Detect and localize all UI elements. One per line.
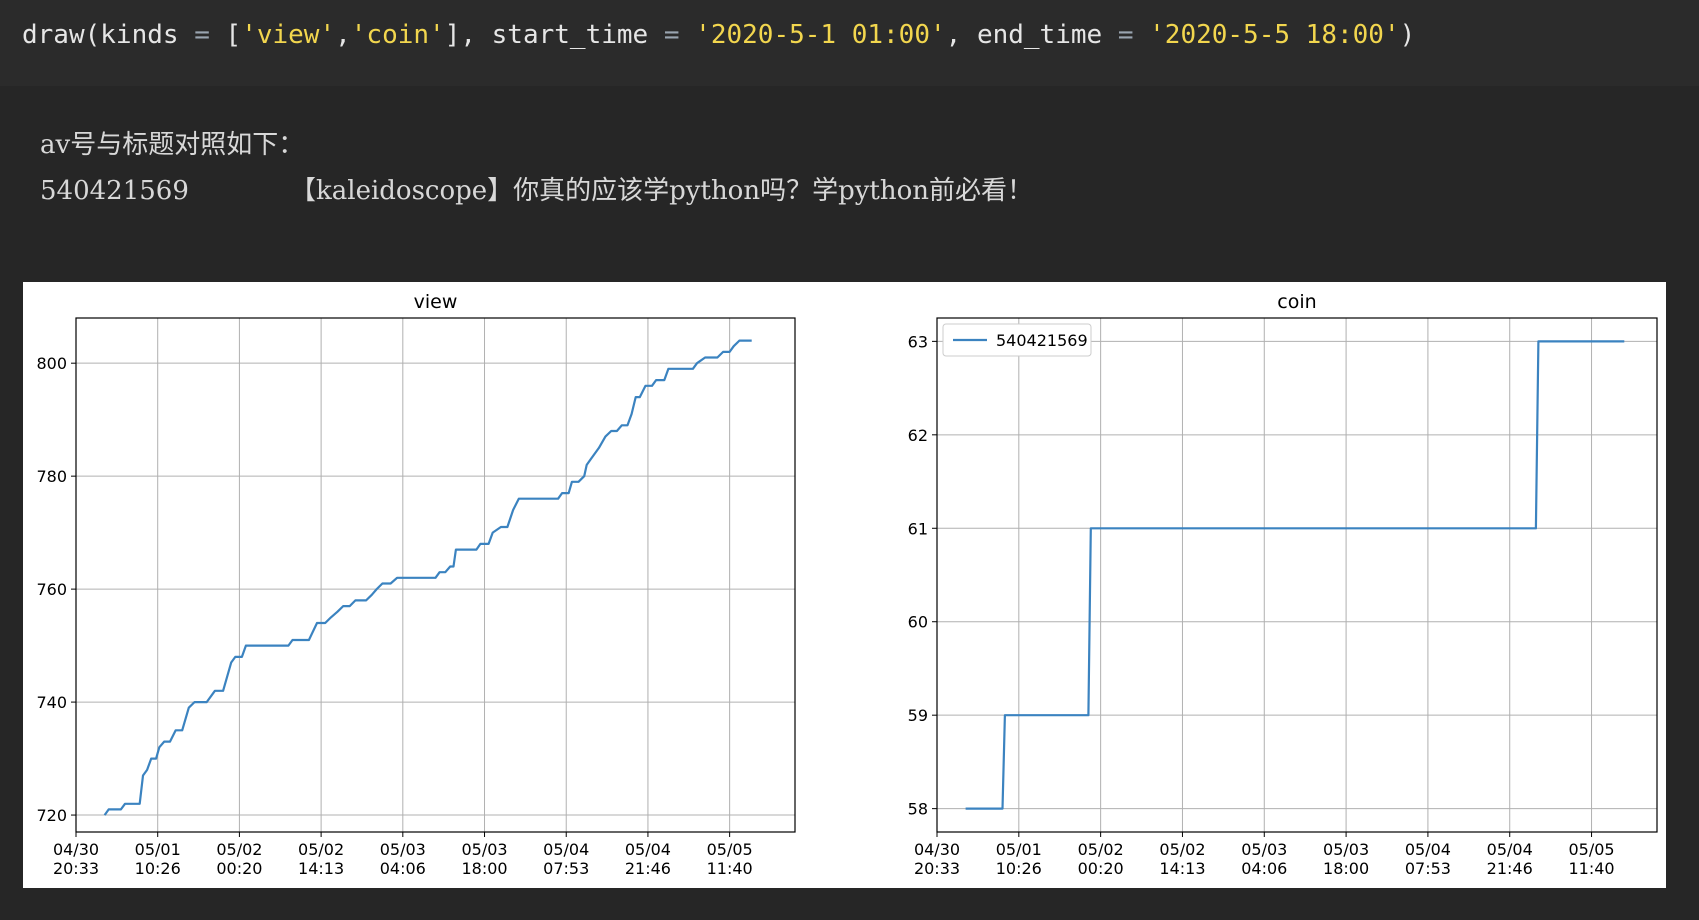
x-tick-label-line: 05/04 <box>625 840 671 859</box>
code-kind-view: 'view' <box>241 20 336 50</box>
x-tick-label-line: 05/01 <box>135 840 181 859</box>
y-tick-label: 62 <box>908 426 928 445</box>
y-tick-label: 760 <box>36 580 67 599</box>
x-tick-label: 04/30 20:33 <box>914 840 960 878</box>
x-tick-label-line: 05/03 <box>1241 840 1287 859</box>
x-tick-label: 05/04 21:46 <box>1487 840 1533 878</box>
y-tick-label: 61 <box>908 519 928 538</box>
code-end-kw: end_time <box>976 20 1103 50</box>
x-tick-label-line: 05/04 <box>1405 840 1451 859</box>
output-row: 540421569 【kaleidoscope】你真的应该学python吗？学py… <box>40 168 1033 214</box>
x-tick-label-line: 05/03 <box>380 840 426 859</box>
x-tick-label-line: 05/04 <box>1487 840 1533 859</box>
y-tick-label: 60 <box>908 613 928 632</box>
legend-box <box>942 323 1092 357</box>
x-tick-label-line: 14:13 <box>298 859 344 878</box>
x-tick-label: 05/05 11:40 <box>707 840 753 878</box>
code-comma: , <box>335 20 351 50</box>
x-tick-label: 05/02 00:20 <box>216 840 262 878</box>
x-tick-label: 04/30 20:33 <box>53 840 99 878</box>
x-tick-label-line: 05/05 <box>707 840 753 859</box>
x-tick-label-line: 18:00 <box>461 859 507 878</box>
x-tick-label-line: 04:06 <box>1241 859 1287 878</box>
x-tick-label-line: 07:53 <box>1405 859 1451 878</box>
output-text: av号与标题对照如下： 540421569 【kaleidoscope】你真的应该… <box>40 122 1033 214</box>
y-tick-label: 59 <box>908 706 928 725</box>
y-tick-label: 780 <box>36 467 67 486</box>
y-tick-label: 720 <box>36 806 67 825</box>
x-tick-label-line: 05/04 <box>543 840 589 859</box>
x-tick-label: 05/05 11:40 <box>1568 840 1614 878</box>
x-tick-label: 05/04 07:53 <box>1405 840 1451 878</box>
axes-frame <box>75 317 796 833</box>
x-tick-label: 05/03 04:06 <box>1241 840 1287 878</box>
x-tick-label-line: 04/30 <box>53 840 99 859</box>
code-function: draw <box>22 20 85 50</box>
code-equals: = <box>178 20 226 50</box>
x-tick-label-line: 04:06 <box>380 859 426 878</box>
legend-label: 540421569 <box>996 331 1088 350</box>
x-tick-label-line: 05/05 <box>1568 840 1614 859</box>
x-tick-label-line: 05/01 <box>996 840 1042 859</box>
video-title: 【kaleidoscope】你真的应该学python吗？学python前必看！ <box>290 176 1034 206</box>
x-tick-label-line: 18:00 <box>1323 859 1369 878</box>
code-line[interactable]: draw(kinds = ['view','coin'], start_time… <box>22 20 1415 50</box>
x-tick-label: 05/01 10:26 <box>996 840 1042 878</box>
y-tick-label: 63 <box>908 332 928 351</box>
x-tick-label-line: 20:33 <box>53 859 99 878</box>
x-tick-label-line: 10:26 <box>135 859 181 878</box>
x-tick-label-line: 04/30 <box>914 840 960 859</box>
code-end-val: '2020-5-5 18:00' <box>1149 20 1400 50</box>
code-start-kw: start_time <box>491 20 649 50</box>
code-kinds-kw: kinds <box>100 20 179 50</box>
x-tick-label-line: 05/03 <box>1323 840 1369 859</box>
series-line-view <box>103 339 752 816</box>
axes-frame <box>936 317 1658 833</box>
y-tick-label: 800 <box>36 354 67 373</box>
x-tick-label: 05/01 10:26 <box>135 840 181 878</box>
x-tick-label: 05/04 21:46 <box>625 840 671 878</box>
x-tick-label-line: 20:33 <box>914 859 960 878</box>
x-tick-label-line: 11:40 <box>1568 859 1614 878</box>
x-tick-label-line: 05/02 <box>1159 840 1205 859</box>
x-tick-label-line: 05/03 <box>461 840 507 859</box>
code-bracket-close: ], <box>444 20 492 50</box>
code-paren-close: ) <box>1399 20 1416 50</box>
code-cell[interactable]: draw(kinds = ['view','coin'], start_time… <box>0 0 1699 86</box>
x-tick-label: 05/02 00:20 <box>1078 840 1124 878</box>
code-start-val: '2020-5-1 01:00' <box>695 20 946 50</box>
x-tick-label-line: 05/02 <box>298 840 344 859</box>
y-tick-label: 740 <box>36 693 67 712</box>
x-tick-label-line: 05/02 <box>216 840 262 859</box>
x-tick-label-line: 10:26 <box>996 859 1042 878</box>
chart-title: coin <box>1277 291 1316 313</box>
x-tick-label-line: 11:40 <box>707 859 753 878</box>
x-tick-label: 05/03 18:00 <box>461 840 507 878</box>
x-tick-label: 05/02 14:13 <box>298 840 344 878</box>
figure: 04/30 20:33 05/01 10:26 05/02 00:20 05/02 14:13… <box>23 282 1666 888</box>
output-heading: av号与标题对照如下： <box>40 130 305 160</box>
x-tick-label: 05/04 07:53 <box>543 840 589 878</box>
code-bracket-open: [ <box>225 20 242 50</box>
x-tick-label-line: 05/02 <box>1078 840 1124 859</box>
x-tick-label-line: 21:46 <box>625 859 671 878</box>
x-tick-label-line: 00:20 <box>216 859 262 878</box>
av-id: 540421569 <box>40 176 189 206</box>
series-line-coin <box>965 340 1625 810</box>
x-tick-label-line: 00:20 <box>1078 859 1124 878</box>
code-comma: , <box>945 20 977 50</box>
chart-title: view <box>414 291 458 313</box>
code-equals: = <box>648 20 696 50</box>
code-paren-open: ( <box>84 20 101 50</box>
x-tick-label-line: 07:53 <box>543 859 589 878</box>
y-tick-label: 58 <box>908 800 928 819</box>
x-tick-label: 05/02 14:13 <box>1159 840 1205 878</box>
x-tick-label: 05/03 04:06 <box>380 840 426 878</box>
x-tick-label: 05/03 18:00 <box>1323 840 1369 878</box>
x-tick-label-line: 21:46 <box>1487 859 1533 878</box>
code-equals: = <box>1102 20 1150 50</box>
code-kind-coin: 'coin' <box>350 20 445 50</box>
x-tick-label-line: 14:13 <box>1159 859 1205 878</box>
